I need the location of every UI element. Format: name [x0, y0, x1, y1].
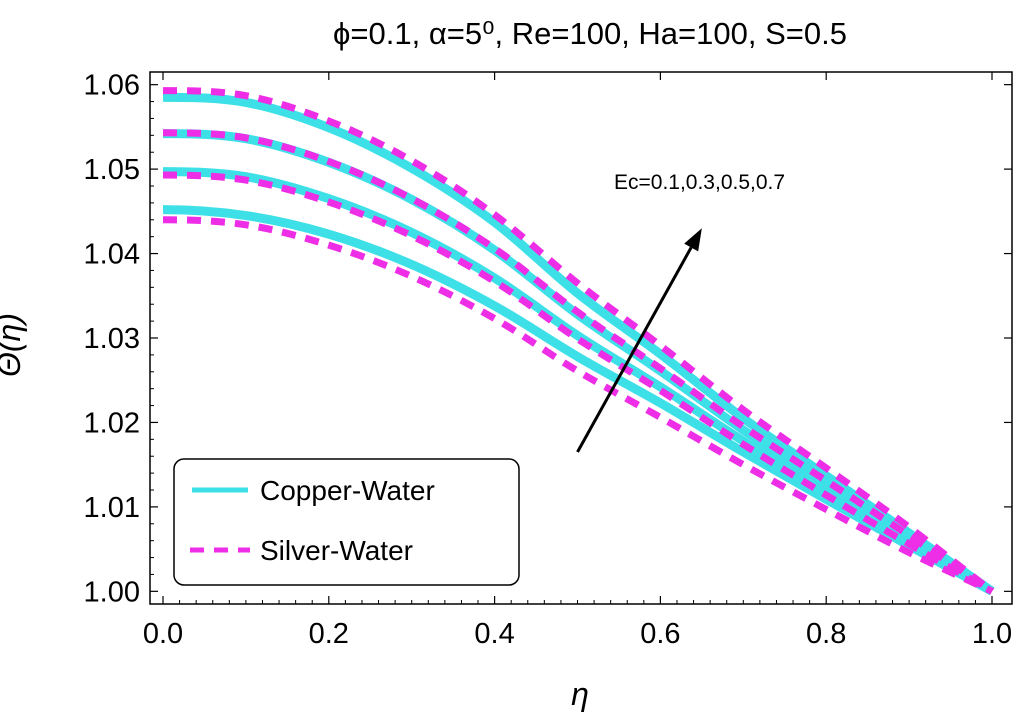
y-tick-label: 1.05	[84, 154, 140, 186]
ticks-layer: 0.0 0.2 0.4 0.6 0.8 1.0 1.00 1.01 1.02 1.03 1.04 1.…	[84, 70, 1013, 650]
chart-title: ϕ=0.1, α=5⁰, Re=100, Ha=100, S=0.5	[333, 16, 847, 51]
y-tick-label: 1.02	[84, 407, 140, 439]
ec-annotation: Ec=0.1,0.3,0.5,0.7	[576, 171, 785, 453]
legend-label-silver-water: Silver-Water	[260, 535, 413, 566]
x-tick-label: 0.2	[309, 618, 349, 650]
x-tick-label: 0.0	[143, 618, 183, 650]
x-tick-label: 1.0	[972, 618, 1012, 650]
legend-label-copper-water: Copper-Water	[260, 475, 435, 506]
ec-arrow-head	[684, 228, 702, 252]
x-tick-label: 0.6	[640, 618, 680, 650]
legend: Copper-Water Silver-Water	[173, 458, 520, 586]
y-tick-label: 1.03	[84, 323, 140, 355]
series-line-silver-water-ec-0-5	[162, 129, 994, 595]
y-tick-label: 1.06	[84, 70, 140, 102]
legend-box	[173, 458, 520, 586]
x-tick-label: 0.8	[806, 618, 846, 650]
y-tick-label: 1.01	[84, 492, 140, 524]
y-tick-label: 1.04	[84, 239, 140, 271]
y-axis-label: Θ(η)	[0, 313, 27, 377]
ec-arrow	[576, 246, 693, 453]
ec-annotation-text: Ec=0.1,0.3,0.5,0.7	[614, 171, 785, 194]
y-tick-label: 1.00	[84, 576, 140, 608]
series-line-silver-water-ec-0-7	[162, 87, 995, 595]
series-line-silver-water-ec-0-3	[162, 171, 994, 595]
x-tick-label: 0.4	[474, 618, 514, 650]
x-axis-label: η	[571, 676, 589, 712]
series-layer	[162, 87, 995, 596]
